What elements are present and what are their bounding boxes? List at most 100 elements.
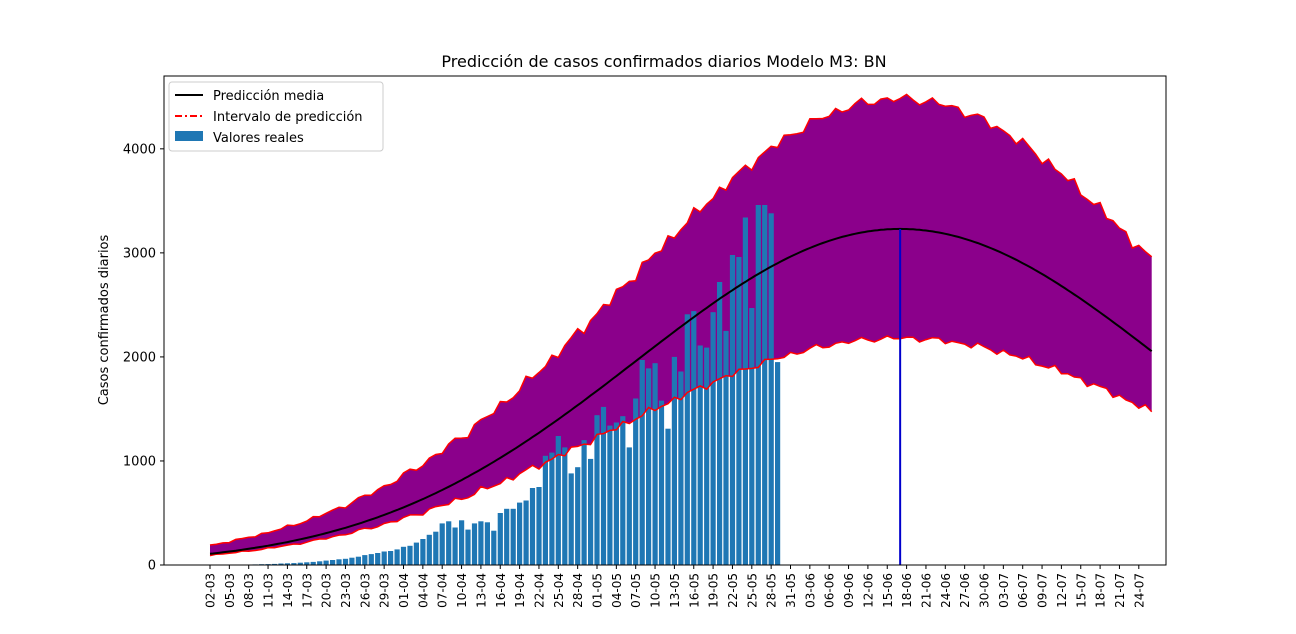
x-tick-label: 04-05 [610,573,624,608]
bar-30-03 [388,551,394,565]
x-tick-label: 19-05 [707,573,721,608]
x-tick-label: 01-05 [591,573,605,608]
bar-25-03 [355,556,361,565]
y-axis-label: Casos confirmados diarios [97,234,112,405]
bar-05-04 [426,534,432,565]
bar-29-03 [381,551,387,565]
bar-23-04 [542,455,548,565]
bar-12-05 [665,428,671,565]
bar-09-04 [452,527,458,565]
bar-15-03 [291,563,297,565]
bar-21-05 [723,330,729,565]
x-tick-label: 12-07 [1055,573,1069,608]
bar-19-04 [517,502,523,565]
bar-23-03 [342,558,349,565]
bar-19-05 [710,312,716,565]
y-tick-label: 0 [148,559,156,574]
x-tick-label: 17-03 [300,573,314,608]
y-tick-label: 1000 [123,454,156,469]
chart-title: Predicción de casos confirmados diarios … [441,52,886,71]
x-tick-label: 12-06 [861,573,875,608]
x-tick-label: 13-04 [474,573,488,608]
bar-22-04 [536,487,542,565]
axes-frame [163,75,1167,566]
bar-16-03 [297,562,303,565]
bar-02-04 [407,545,413,565]
bar-11-04 [465,529,471,565]
bar-28-03 [375,553,381,565]
bar-29-04 [581,440,587,565]
x-tick-label: 04-04 [416,573,430,608]
bar-10-05 [652,363,658,565]
y-axis: 0 1000 2000 3000 4000 [123,142,164,574]
bar-19-03 [317,561,323,565]
legend-interval-label: Intervalo de predicción [213,110,363,125]
x-tick-label: 18-07 [1094,573,1108,608]
bar-31-03 [394,549,400,565]
y-tick-label: 2000 [123,350,156,365]
x-tick-label: 27-06 [958,573,972,608]
x-tick-label: 13-05 [668,573,682,608]
x-tick-label: 06-07 [1016,573,1030,608]
legend-bars-swatch [175,131,203,141]
bar-13-04 [478,521,484,565]
x-tick-label: 24-07 [1132,573,1146,608]
bar-27-03 [368,554,374,565]
x-tick-label: 06-06 [823,573,837,608]
bar-25-04 [555,436,561,565]
bar-14-05 [678,371,684,565]
x-tick-label: 08-03 [242,573,256,608]
bar-12-03 [271,563,278,565]
bar-21-04 [529,488,536,565]
bar-24-04 [549,452,555,565]
plot-area [209,93,1153,566]
x-tick-label: 21-07 [1113,573,1127,608]
x-tick-label: 16-05 [687,573,701,608]
bar-28-04 [575,467,581,565]
bar-13-03 [278,563,284,565]
bar-30-04 [588,458,594,565]
bar-25-05 [749,308,755,565]
bar-18-05 [704,347,710,565]
x-tick-label: 22-04 [532,573,546,608]
bar-08-05 [639,360,645,565]
bar-08-04 [446,521,452,565]
bar-22-05 [729,255,736,565]
bar-05-05 [620,416,626,565]
mean-prediction-line [209,227,1153,555]
x-tick-label: 15-07 [1074,573,1088,608]
x-tick-label: 07-04 [436,573,450,608]
bar-27-05 [762,205,768,565]
x-tick-label: 22-05 [726,573,740,608]
x-tick-label: 31-05 [784,573,798,608]
interval-lower-line [209,335,1153,557]
x-tick-label: 21-06 [919,573,933,608]
x-tick-label: 14-03 [281,573,295,608]
bar-20-03 [323,560,329,565]
bar-26-05 [755,205,761,565]
x-tick-label: 11-03 [262,573,276,608]
x-tick-label: 03-06 [803,573,817,608]
x-tick-label: 19-04 [513,573,527,608]
x-tick-label: 24-06 [939,573,953,608]
x-tick-label: 29-03 [378,573,392,608]
bar-16-05 [691,311,697,565]
bar-03-04 [413,542,419,565]
bar-17-05 [697,345,703,565]
x-tick-label: 23-03 [339,573,353,608]
x-tick-label: 01-04 [397,573,411,608]
bar-22-03 [336,559,342,565]
bar-26-04 [562,447,568,565]
bar-29-05 [775,362,781,565]
bar-13-05 [671,356,677,565]
bar-04-05 [613,422,619,565]
bar-04-04 [420,539,426,565]
y-tick-label: 4000 [123,142,156,157]
bar-26-03 [362,555,368,565]
bar-07-04 [439,523,445,565]
legend-mean-label: Predicción media [213,89,324,104]
y-tick-label: 3000 [123,246,156,261]
bar-06-04 [433,531,439,565]
bar-02-05 [600,406,607,565]
